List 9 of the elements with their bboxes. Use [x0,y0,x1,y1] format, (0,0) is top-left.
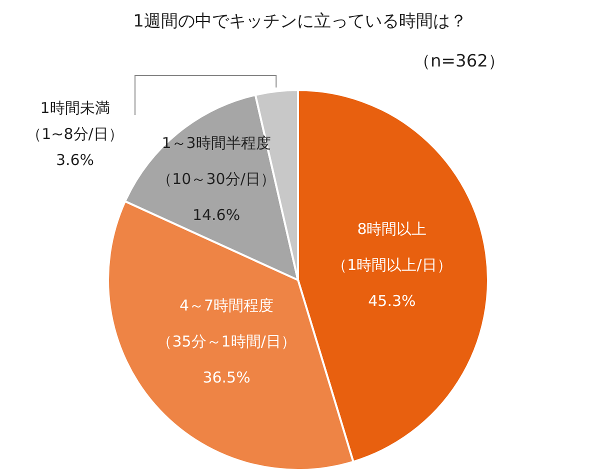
slice-label: 8時間以上（1時間以上/日） [332,220,452,274]
data-label: 45.3% [368,292,416,310]
data-label: 14.6% [192,206,240,224]
slice-label: 4～7時間程度（35分～1時間/日） [157,296,296,351]
data-label: 36.5% [202,368,250,387]
slice-label: 1時間未満（1~8分/日） [26,99,124,144]
data-label: 3.6% [56,151,94,170]
chart-title: 1週間の中でキッチンに立っている時間は？ [133,12,467,32]
chart-subtitle: （n=362） [414,52,505,72]
